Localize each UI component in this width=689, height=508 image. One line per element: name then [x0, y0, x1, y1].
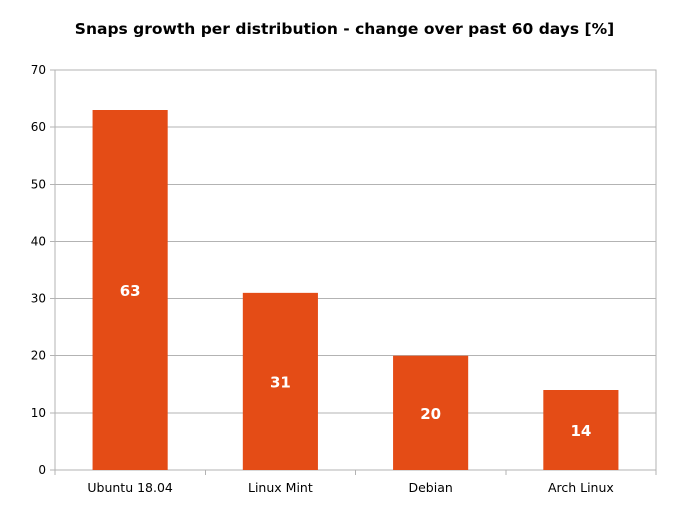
- labels: 0 10 20 30 40 50 60 70 63 Ubuntu 18.04 31 Linux Min…: [31, 63, 614, 495]
- x-tick-label-arch-linux: Arch Linux: [548, 480, 614, 495]
- y-tick-label-0: 0: [38, 463, 46, 477]
- x-tick-label-linux-mint: Linux Mint: [248, 480, 313, 495]
- y-tick-label-70: 70: [31, 63, 46, 77]
- bar-arch-linux: [543, 390, 619, 470]
- bars: [92, 110, 619, 470]
- y-tick-label-60: 60: [31, 120, 46, 134]
- bar-linux-mint: [242, 292, 318, 470]
- y-tick-label-20: 20: [31, 349, 46, 363]
- y-tick-label-50: 50: [31, 177, 46, 191]
- y-tick-label-10: 10: [31, 406, 46, 420]
- data-label-arch-linux: 14: [570, 422, 591, 440]
- data-label-linux-mint: 31: [270, 373, 291, 391]
- axes: [50, 69, 657, 475]
- bar-debian: [393, 355, 469, 470]
- data-label-ubuntu-18-04: 63: [120, 282, 141, 300]
- y-tick-label-30: 30: [31, 292, 46, 306]
- data-label-debian: 20: [420, 405, 441, 423]
- x-tick-label-debian: Debian: [408, 480, 452, 495]
- bar-ubuntu-18-04: [92, 110, 168, 470]
- x-tick-label-ubuntu-18-04: Ubuntu 18.04: [87, 480, 173, 495]
- chart-title: Snaps growth per distribution - change o…: [74, 20, 615, 38]
- y-tick-label-40: 40: [31, 234, 46, 248]
